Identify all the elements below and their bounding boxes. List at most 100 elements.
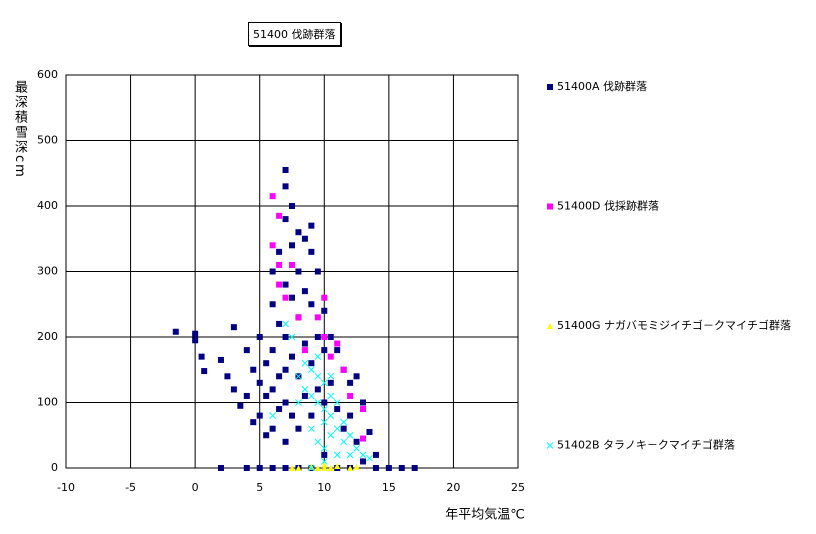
point <box>295 229 302 236</box>
point <box>314 465 321 471</box>
point <box>250 419 257 426</box>
y-tick-label: 600 <box>37 68 58 81</box>
chart-title: 51400 伐跡群落 <box>248 22 341 46</box>
point <box>269 465 276 471</box>
point <box>360 399 367 406</box>
point <box>308 366 315 374</box>
point <box>334 406 341 413</box>
point <box>301 288 308 295</box>
point <box>308 301 315 308</box>
point <box>256 334 263 340</box>
point <box>295 465 302 471</box>
point <box>295 425 302 432</box>
point <box>411 465 418 471</box>
point <box>282 320 289 328</box>
point <box>301 340 308 347</box>
point <box>320 444 328 452</box>
point <box>172 328 179 335</box>
point <box>282 281 289 288</box>
point <box>314 314 321 321</box>
point <box>353 444 360 452</box>
point <box>269 347 276 354</box>
legend-label: 51400A 伐跡群落 <box>557 79 647 93</box>
point <box>334 463 341 470</box>
point <box>276 261 283 268</box>
point <box>308 463 315 470</box>
point <box>192 337 199 344</box>
point <box>321 465 328 471</box>
point <box>308 412 315 419</box>
point <box>353 373 360 380</box>
point <box>308 360 315 367</box>
point <box>301 235 308 242</box>
point <box>372 451 379 458</box>
point <box>321 294 328 301</box>
point <box>327 353 334 360</box>
point <box>301 359 309 367</box>
point <box>314 268 321 275</box>
legend-marker <box>546 442 554 449</box>
point <box>320 458 328 465</box>
point <box>333 425 341 433</box>
point <box>263 392 270 399</box>
point <box>269 301 276 308</box>
point <box>308 425 315 433</box>
point <box>289 465 295 471</box>
point <box>346 451 354 459</box>
point <box>360 458 367 465</box>
legend-label: 51400D 伐採跡群落 <box>557 199 659 213</box>
point <box>282 183 289 190</box>
point <box>360 435 367 442</box>
point <box>308 248 315 255</box>
point <box>314 372 322 380</box>
point <box>321 451 328 458</box>
point <box>276 373 283 380</box>
point <box>327 412 335 419</box>
point <box>360 406 367 413</box>
legend-marker <box>547 84 553 90</box>
point <box>282 465 289 471</box>
point <box>269 242 276 249</box>
point <box>347 412 354 419</box>
legend-label: 51400G ナガバモミジイチゴ－クマイチゴ群落 <box>557 318 791 332</box>
x-axis-label: 年平均気温℃ <box>445 507 525 523</box>
point <box>314 399 322 406</box>
point <box>256 465 263 471</box>
point <box>217 356 224 363</box>
point <box>269 386 276 393</box>
point <box>327 431 335 439</box>
point <box>372 465 379 471</box>
point <box>327 392 335 400</box>
point <box>295 314 302 321</box>
point <box>321 307 328 314</box>
point <box>334 347 341 354</box>
point <box>308 464 315 472</box>
point <box>320 418 328 426</box>
point <box>282 366 289 373</box>
point <box>301 392 308 399</box>
point <box>192 330 199 337</box>
point <box>385 465 392 471</box>
legend-label: 51402B タラノキ－クマイチゴ群落 <box>557 438 735 452</box>
point <box>320 379 328 387</box>
point <box>276 406 283 413</box>
point <box>282 166 289 173</box>
point <box>308 392 315 400</box>
point <box>282 294 289 301</box>
point <box>282 334 289 340</box>
x-tick-label: 15 <box>382 481 396 494</box>
point <box>289 203 295 209</box>
point <box>237 402 244 409</box>
point <box>269 193 276 200</box>
point <box>321 347 328 354</box>
point <box>243 392 250 399</box>
point <box>321 461 328 468</box>
point <box>243 347 250 354</box>
point <box>269 268 276 275</box>
point <box>256 379 263 386</box>
point <box>250 366 257 373</box>
point <box>314 334 321 340</box>
point <box>301 386 309 393</box>
point <box>366 428 373 435</box>
